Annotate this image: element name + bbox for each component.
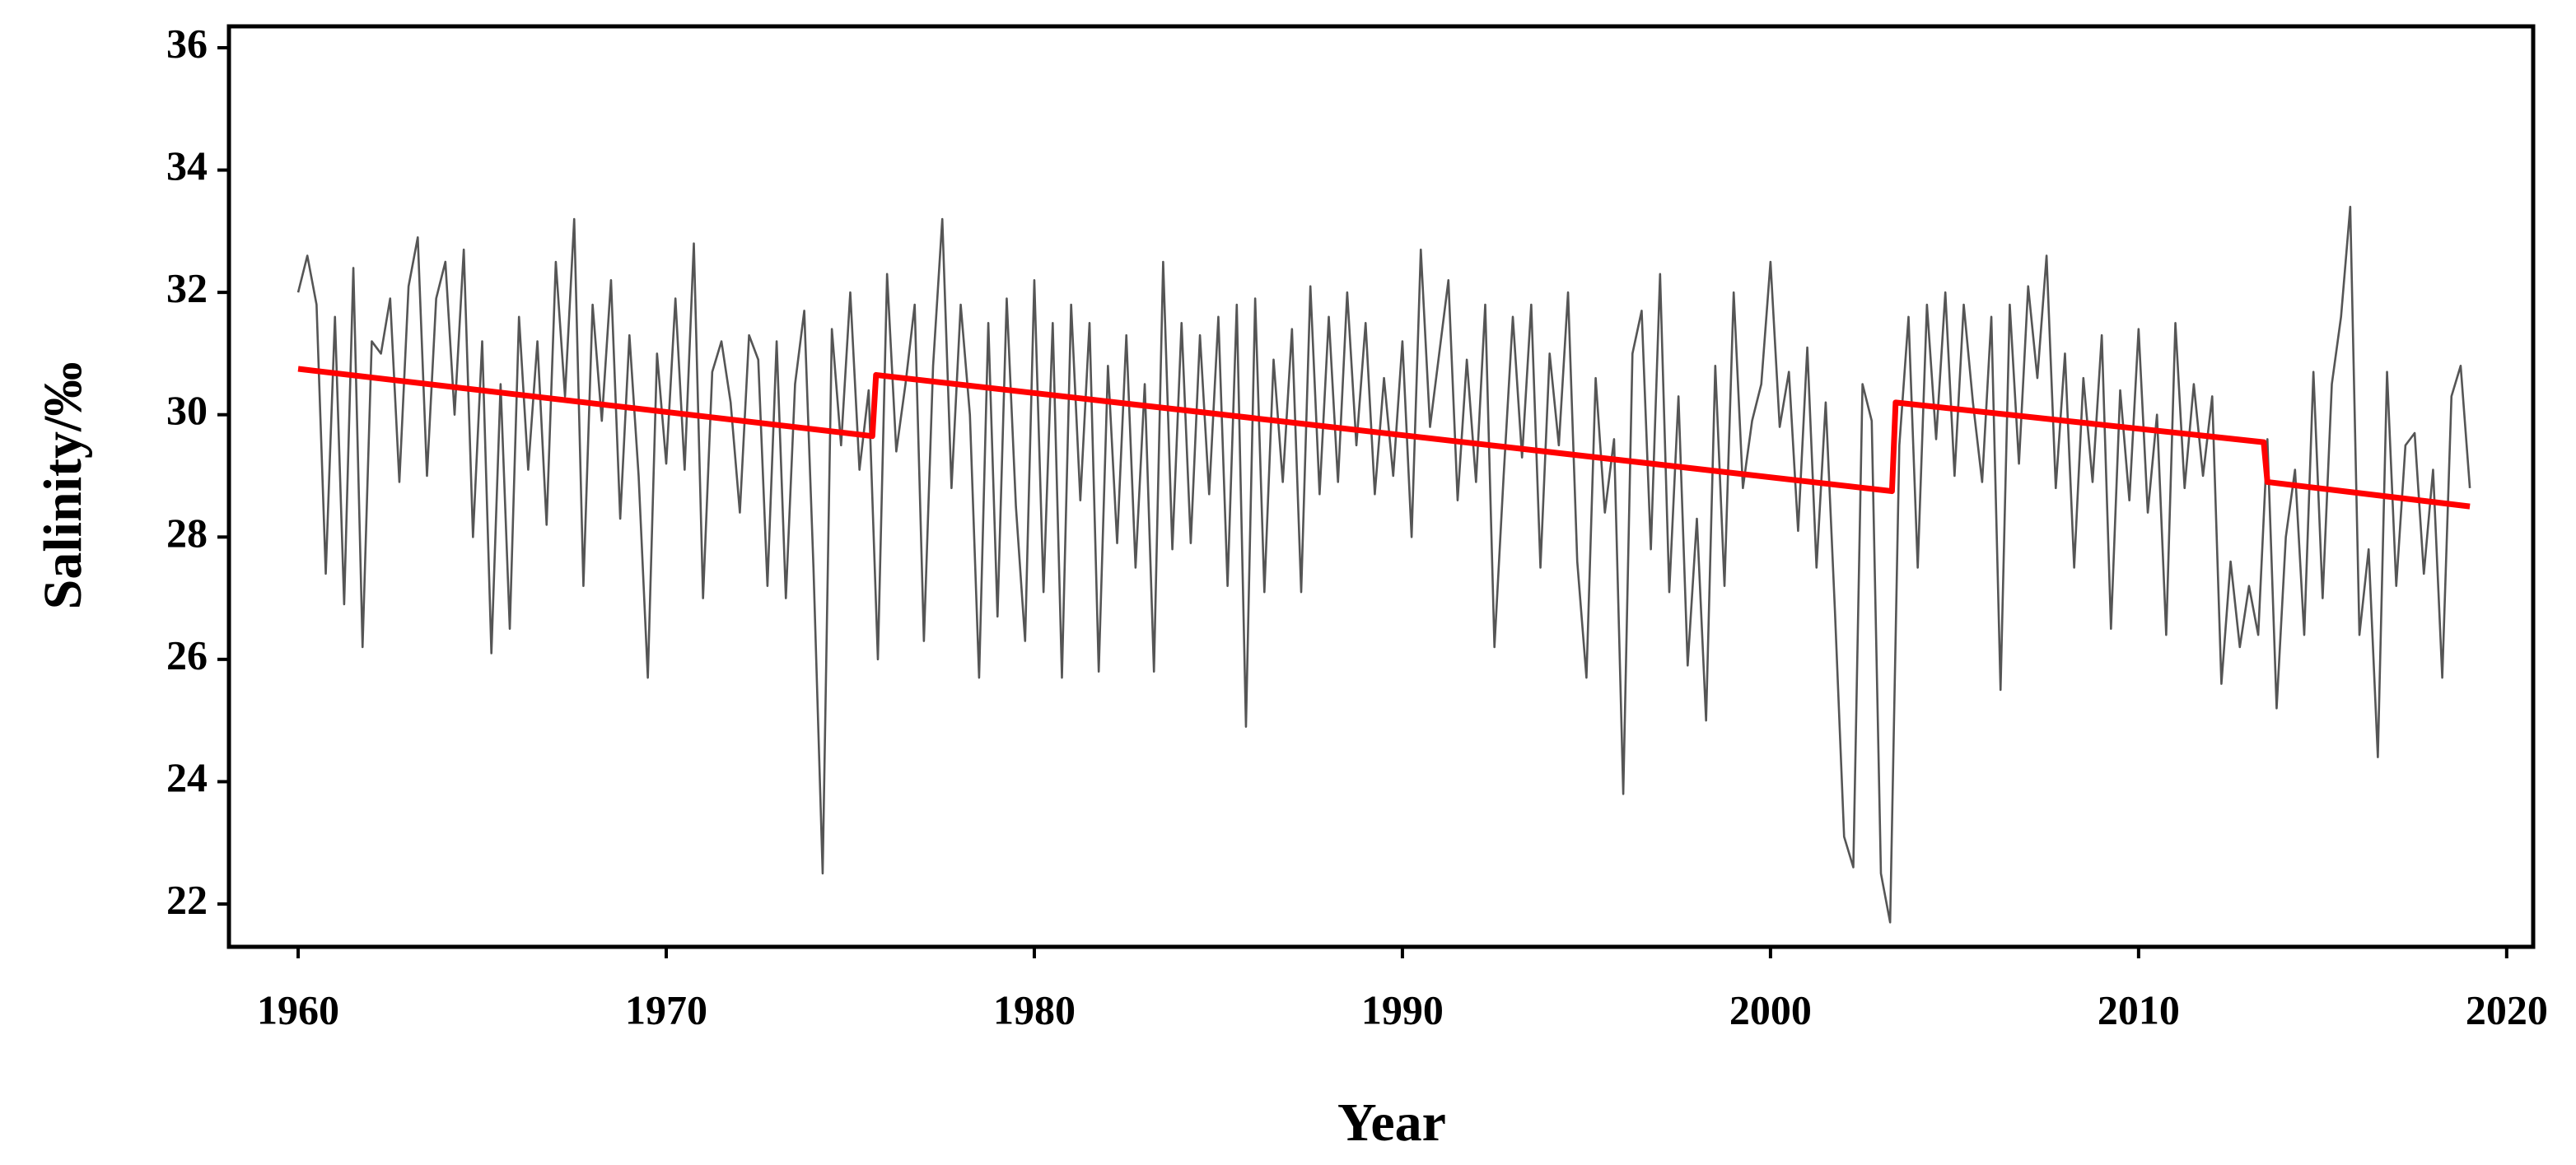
x-axis-title: Year <box>1337 1093 1446 1153</box>
y-tick-label: 26 <box>166 631 208 678</box>
y-tick-label: 34 <box>166 142 208 189</box>
x-tick-label: 1970 <box>625 986 707 1032</box>
x-tick-label: 2000 <box>1729 986 1812 1032</box>
x-tick-label: 2020 <box>2466 986 2548 1032</box>
x-tick-label: 1980 <box>993 986 1076 1032</box>
plot-frame <box>226 24 2536 949</box>
series-line <box>296 205 2471 924</box>
y-tick-label: 28 <box>166 510 208 556</box>
y-tick-label: 36 <box>166 20 208 66</box>
y-tick-label: 30 <box>166 387 208 433</box>
x-tick-label: 1960 <box>257 986 339 1032</box>
series-line <box>297 366 2471 510</box>
x-tick-label: 2010 <box>2098 986 2180 1032</box>
y-tick-label: 32 <box>166 265 208 311</box>
y-tick-label: 24 <box>166 754 208 800</box>
y-tick-label: 22 <box>166 876 208 922</box>
y-axis-title: Salinity/‰ <box>33 362 93 610</box>
x-tick-label: 1990 <box>1361 986 1444 1032</box>
